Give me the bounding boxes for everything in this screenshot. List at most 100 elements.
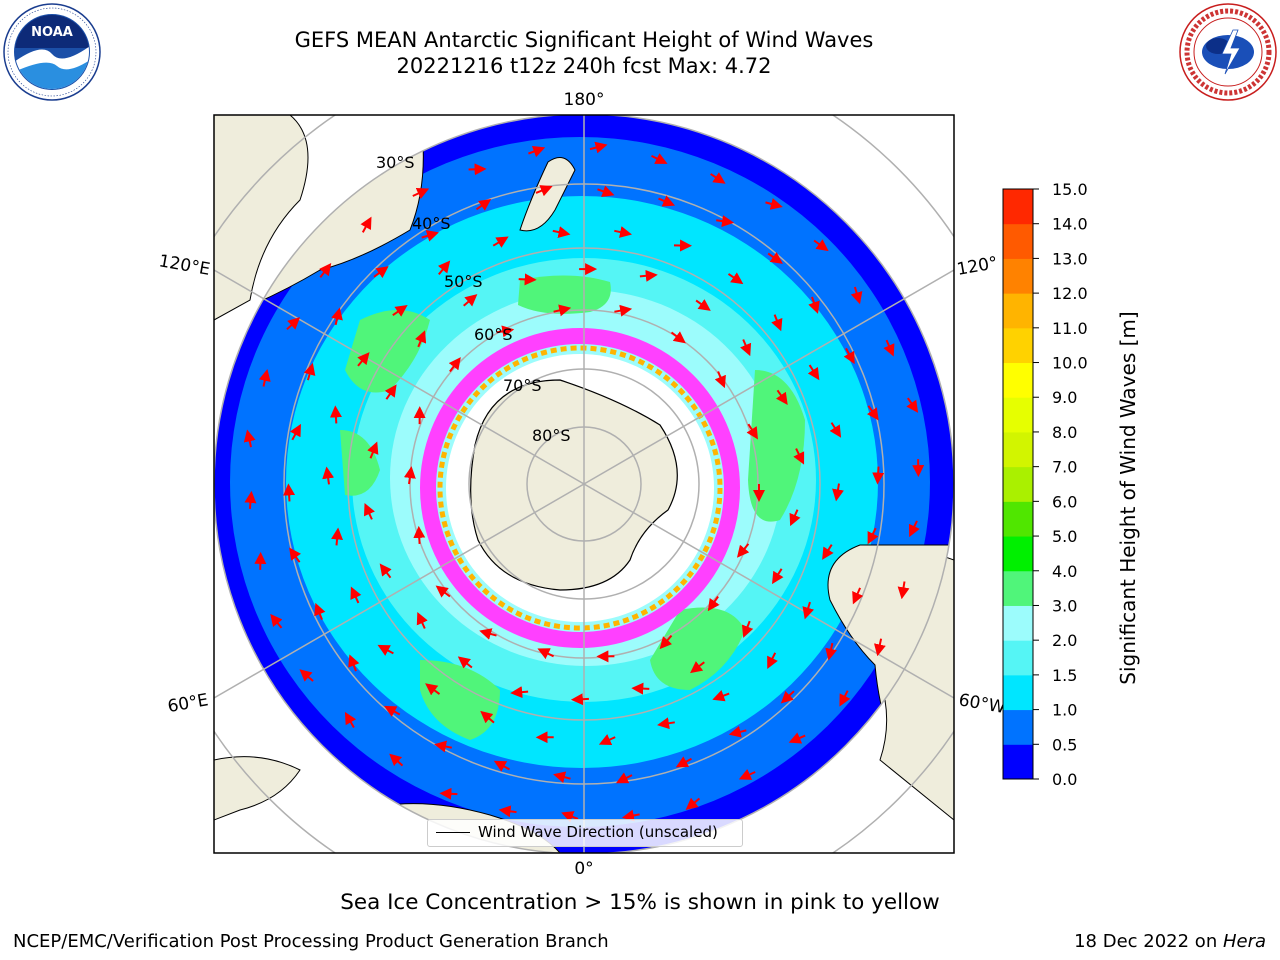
wind-wave-arrow [690,661,705,674]
lon-label-0: 0° [574,859,593,879]
wind-wave-arrow [639,269,658,282]
wind-wave-arrow [767,252,783,264]
colorbar-segment [1003,570,1033,606]
wind-wave-arrow [741,620,754,638]
wind-wave-arrow [329,405,342,424]
wind-wave-arrow [712,690,730,702]
colorbar-segment [1003,293,1033,329]
wind-wave-arrow [670,331,686,344]
wind-wave-arrow [714,371,726,389]
colorbar-segment [1003,501,1033,537]
colorbar-segment [1003,640,1033,676]
colorbar-segment [1003,258,1033,294]
lon-label-180: 180° [564,90,605,110]
wind-wave-arrow [350,586,362,604]
wind-wave-arrow [658,195,676,207]
wind-wave-arrow [740,339,752,357]
wind-wave-arrow [807,364,820,381]
colorbar-tick-label: 12.0 [1052,284,1088,303]
wind-wave-arrow [767,652,778,669]
wind-wave-arrow [675,756,692,768]
wind-wave-arrow [822,544,834,560]
wind-wave-arrow [480,710,495,724]
wind-wave-arrow [780,690,795,704]
wind-wave-arrow [788,732,806,744]
wind-wave-arrow [319,263,332,278]
wind-wave-arrow [873,638,886,657]
lon-label-120e: 120°E [157,251,211,280]
wind-wave-arrow [379,563,392,579]
wind-wave-arrow [685,797,701,811]
wind-wave-arrow [389,753,404,767]
wind-wave-arrow [243,429,256,448]
lat-label-60s: 60°S [474,325,513,344]
wind-wave-arrow [510,686,529,699]
colorbar-segment [1003,327,1033,364]
wind-wave-arrow [244,490,257,509]
colorbar-tick-label: 14.0 [1052,215,1088,234]
wind-wave-arrow [872,466,885,485]
colorbar-segment [1003,744,1033,780]
wind-wave-arrow [793,448,805,465]
wind-wave-arrow [258,368,271,387]
noaa-logo: NOAA [3,3,101,101]
wind-wave-arrow [289,547,301,563]
lat-label-70s: 70°S [503,376,542,395]
colorbar-tick-label: 4.0 [1052,562,1077,581]
wind-wave-arrow [289,423,301,441]
colorbar-segment [1003,189,1033,225]
lat-label-50s: 50°S [444,272,483,291]
wind-wave-arrow [775,389,788,406]
wind-wave-arrow [839,690,851,707]
lon-label-120w: 120° [955,253,999,280]
wind-wave-arrow [518,273,537,286]
colorbar-ticks: 0.0 0.5 1.0 1.5 2.0 3.0 4.0 5.0 6.0 7.0 8.0 9.0 10.0… [1033,180,1088,789]
footer-credit: NCEP/EMC/Verification Post Processing Pr… [13,931,609,952]
wind-wave-arrow [479,628,497,640]
wind-wave-arrow [392,305,408,317]
colorbar-tick-label: 10.0 [1052,354,1088,373]
wind-wave-arrow [832,483,844,502]
wind-wave-arrow [727,272,744,285]
wind-wave-arrow [367,441,379,459]
colorbar-tick-label: 1.0 [1052,701,1077,720]
land-madagascar-area [214,756,301,821]
map-title: GEFS MEAN Antarctic Significant Height o… [294,28,874,52]
wind-wave-arrow [850,286,863,305]
wind-wave-arrow [322,466,335,485]
wind-wave-arrow [384,705,401,717]
wind-wave-arrow [867,527,879,545]
wind-wave-arrow [331,307,343,326]
map-subtitle: 20221216 t12z 240h fcst Max: 4.72 [396,54,772,78]
wind-wave-arrow [412,188,430,199]
wind-wave-arrow [416,612,428,629]
lat-label-30s: 30°S [376,153,415,172]
colorbar-segment [1003,466,1033,502]
wind-wave-arrow [496,325,515,338]
wind-wave-arrow [866,405,879,421]
wind-wave-arrow [710,172,726,184]
wind-wave-arrow [772,568,784,585]
wind-wave-arrow [852,587,864,605]
wind-wave-arrow [589,141,608,154]
wind-wave-arrow [597,185,615,197]
wind-wave-arrow [403,466,416,485]
footer-machine: Hera [1222,931,1266,952]
wind-wave-arrow [463,294,478,307]
noaa-logo-text: NOAA [31,25,73,40]
wind-wave-arrow [331,527,344,546]
colorbar-tick-label: 7.0 [1052,458,1077,477]
legend-line-swatch [436,832,470,833]
wind-wave-arrow [570,693,589,706]
wind-wave-arrow [413,525,426,544]
wind-wave-arrow [808,296,820,314]
colorbar-tick-label: 13.0 [1052,249,1088,268]
wind-wave-arrow [498,805,517,818]
colorbar-tick-label: 0.5 [1052,735,1077,754]
colorbar-tick-label: 0.0 [1052,770,1077,789]
wind-wave-arrow [537,648,555,660]
wind-wave-arrow [435,585,451,598]
wind-wave-arrow [528,145,546,158]
wind-wave-arrow [439,787,458,800]
colorbar-tick-label: 5.0 [1052,527,1077,546]
